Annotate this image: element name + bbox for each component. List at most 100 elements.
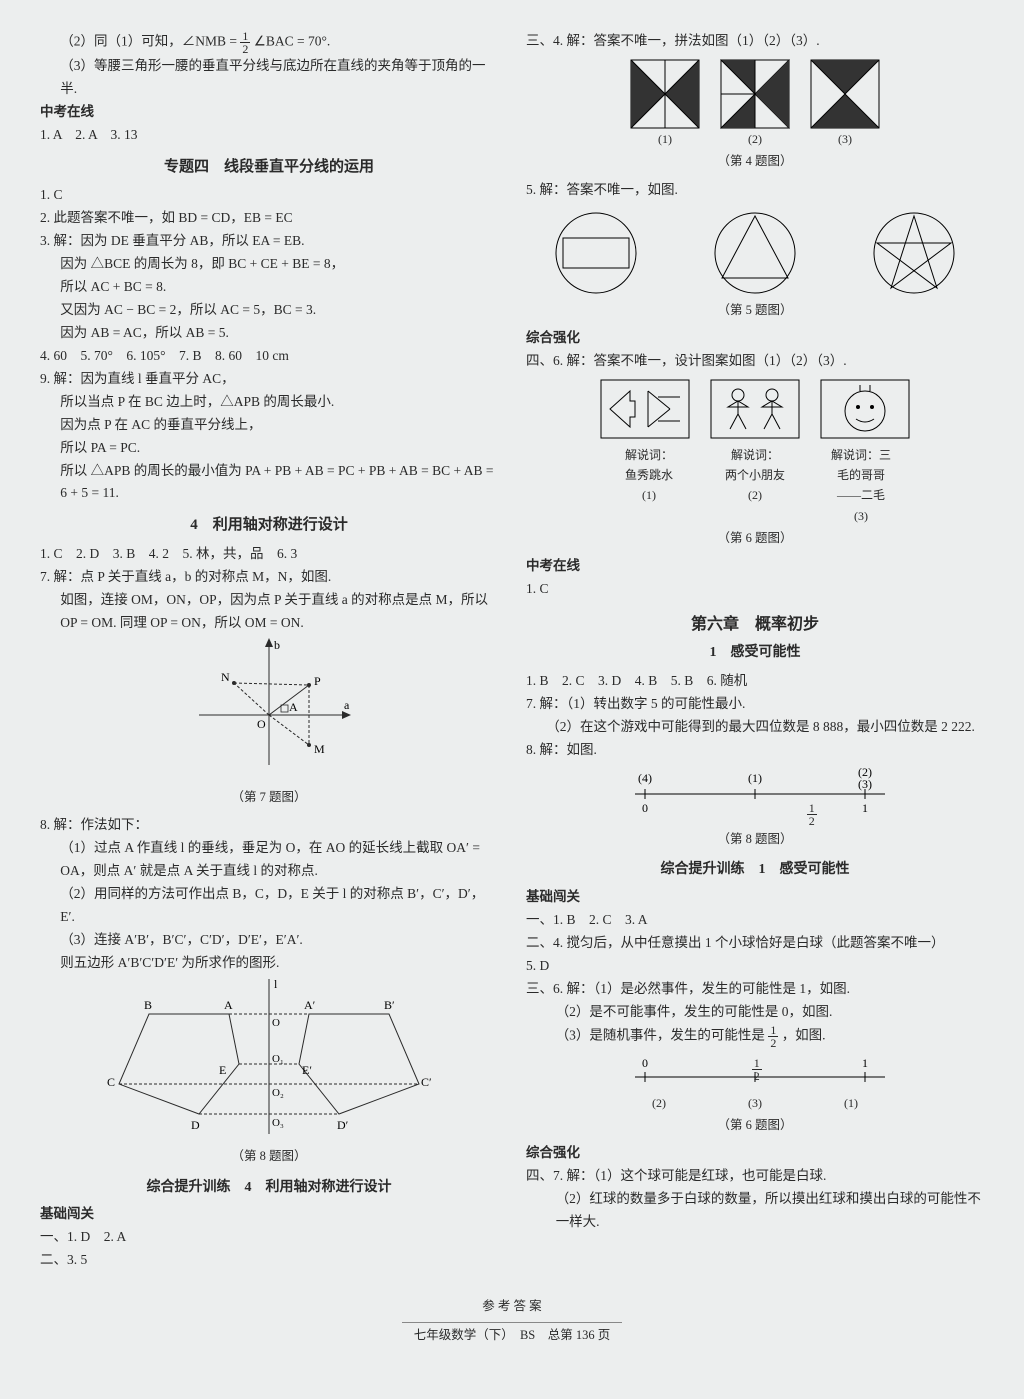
fig6-caption-3: 解说词：三 毛的哥哥 ——二毛 (3) [816, 445, 906, 527]
svg-text:D: D [191, 1118, 200, 1132]
heading-zhqh: 综合强化 [526, 1142, 984, 1165]
figure-8: l B A A′ B′ E E′ C C′ D D′ O O₁ O₂ O₃ [99, 974, 439, 1144]
figure-6-2 [710, 379, 800, 439]
label: (2) [629, 1093, 689, 1113]
solution-line: 3. 解：因为 DE 垂直平分 AB，所以 EA = EB. [40, 230, 498, 253]
svg-text:(1): (1) [748, 771, 762, 785]
svg-text:O₂: O₂ [272, 1087, 284, 1099]
figure-6-1 [600, 379, 690, 439]
answer-row: 1. C [40, 184, 498, 207]
label: (1) [821, 1093, 881, 1113]
figure-8-caption: （第 8 题图） [40, 1146, 498, 1167]
solution-line: （2）用同样的方法可作出点 B，C，D，E 关于 l 的对称点 B′，C′，D′… [40, 883, 498, 929]
fig-num: (2) [720, 129, 790, 149]
solution-line: 则五边形 A′B′C′D′E′ 为所求作的图形. [40, 952, 498, 975]
svg-text:B′: B′ [384, 998, 395, 1012]
figure-6-captions: 解说词： 鱼秀跳水 (1) 解说词： 两个小朋友 (2) 解说词：三 毛的哥哥 … [526, 445, 984, 527]
solution-line: 又因为 AC − BC = 2，所以 AC = 5，BC = 3. [40, 299, 498, 322]
figure-4-row: (1) (2) [526, 59, 984, 149]
answer-row: 二、3. 5 [40, 1249, 498, 1272]
svg-text:E′: E′ [302, 1063, 312, 1077]
solution-line: 所以当点 P 在 BC 边上时，△APB 的周长最小. [40, 391, 498, 414]
zhts-title: 综合提升训练 1 感受可能性 [526, 858, 984, 882]
solution-line: 四、7. 解：（1）这个球可能是红球，也可能是白球. [526, 1165, 984, 1188]
solution-line: 9. 解：因为直线 l 垂直平分 AC， [40, 368, 498, 391]
solution-line: （3）是随机事件，发生的可能性是 12 ，如图. [526, 1024, 984, 1049]
solution-line: 8. 解：如图. [526, 739, 984, 762]
fig-num: (3) [810, 129, 880, 149]
answer-row: 4. 60 5. 70° 6. 105° 7. B 8. 60 10 cm [40, 345, 498, 368]
figure-4-caption: （第 4 题图） [526, 151, 984, 172]
zh-title: 综合提升训练 4 利用轴对称进行设计 [40, 1176, 498, 1200]
figure-8r-caption: （第 8 题图） [526, 829, 984, 850]
numberline-6: 0 1 12 (2) (3) (1) [526, 1055, 984, 1113]
fraction: 12 [807, 802, 817, 827]
figure-4-2: (2) [720, 59, 790, 149]
solution-line: （2）是不可能事件，发生的可能性是 0，如图. [526, 1001, 984, 1024]
fraction: 12 [240, 30, 250, 55]
figure-4-1: (1) [630, 59, 700, 149]
heading-zhongkao: 中考在线 [526, 555, 984, 578]
svg-text:A: A [224, 998, 233, 1012]
answer-row: 1. C 2. D 3. B 4. 2 5. 林，共，品 6. 3 [40, 543, 498, 566]
svg-text:C: C [107, 1075, 115, 1089]
figure-5-caption: （第 5 题图） [526, 300, 984, 321]
fig6-caption-2: 解说词： 两个小朋友 (2) [710, 445, 800, 506]
footer-divider [402, 1322, 622, 1323]
chapter6-sub: 1 感受可能性 [526, 641, 984, 665]
solution-line: 7. 解：（1）转出数字 5 的可能性最小. [526, 693, 984, 716]
svg-text:C′: C′ [421, 1075, 432, 1089]
svg-text:b: b [274, 638, 280, 652]
figure-6-row [526, 379, 984, 439]
fig-num: (1) [630, 129, 700, 149]
solution-line: 所以 AC + BC = 8. [40, 276, 498, 299]
text: ∠BAC = 70°. [254, 34, 331, 49]
heading-zhongkao: 中考在线 [40, 101, 498, 124]
figure-5-triangle [710, 208, 800, 298]
figure-6r-caption: （第 6 题图） [526, 1115, 984, 1136]
solution-line: 三、4. 解：答案不唯一，拼法如图（1）（2）（3）. [526, 30, 984, 53]
solution-line: 因为 AB = AC，所以 AB = 5. [40, 322, 498, 345]
solution-line: 5. 解：答案不唯一，如图. [526, 179, 984, 202]
chapter6-title: 第六章 概率初步 [526, 611, 984, 638]
figure-7: b a O P M N A [179, 635, 359, 785]
solution-line: 如图，连接 OM，ON，OP，因为点 P 关于直线 a 的对称点是点 M，所以 … [40, 589, 498, 635]
figure-7-caption: （第 7 题图） [40, 787, 498, 808]
solution-line: 所以 PA = PC. [40, 437, 498, 460]
answer-row: 1. C [526, 578, 984, 601]
svg-text:O₃: O₃ [272, 1117, 284, 1129]
figure-6-caption: （第 6 题图） [526, 528, 984, 549]
solution-line: （3）连接 A′B′，B′C′，C′D′，D′E′，E′A′. [40, 929, 498, 952]
answer-row: 1. A 2. A 3. 13 [40, 124, 498, 147]
answer-row: 1. B 2. C 3. D 4. B 5. B 6. 随机 [526, 670, 984, 693]
figure-5-row [526, 208, 984, 298]
solution-line: （1）过点 A 作直线 l 的垂线，垂足为 O，在 AO 的延长线上截取 OA′… [40, 837, 498, 883]
svg-text:E: E [219, 1063, 226, 1077]
svg-text:D′: D′ [337, 1118, 349, 1132]
solution-line: 因为 △BCE 的周长为 8，即 BC + CE + BE = 8， [40, 253, 498, 276]
page-footer: 参 考 答 案 七年级数学（下） BS 总第 136 页 [40, 1296, 984, 1346]
svg-text:A: A [289, 700, 298, 714]
figure-4-3: (3) [810, 59, 880, 149]
fraction: 12 [768, 1024, 778, 1049]
text: （3）是随机事件，发生的可能性是 [556, 1027, 769, 1042]
text: （2）同（1）可知，∠NMB = [60, 34, 240, 49]
footer-pageinfo: 七年级数学（下） BS 总第 136 页 [40, 1325, 984, 1346]
figure-5-star [869, 208, 959, 298]
solution-line: 所以 △APB 的周长的最小值为 PA + PB + AB = PC + PB … [40, 460, 498, 506]
answer-row: 5. D [526, 955, 984, 978]
solution-line: （2）在这个游戏中可能得到的最大四位数是 8 888，最小四位数是 2 222. [526, 716, 984, 739]
svg-text:P: P [314, 674, 321, 688]
section4-title: 4 利用轴对称进行设计 [40, 513, 498, 539]
heading-jichu: 基础闯关 [526, 886, 984, 909]
text: ，如图. [782, 1027, 826, 1042]
label: (3) [725, 1093, 785, 1113]
svg-text:B: B [144, 998, 152, 1012]
svg-text:O: O [257, 717, 266, 731]
svg-text:N: N [221, 670, 230, 684]
topic4-title: 专题四 线段垂直平分线的运用 [40, 155, 498, 181]
svg-text:A′: A′ [304, 998, 316, 1012]
right-column: 三、4. 解：答案不唯一，拼法如图（1）（2）（3）. (1) [526, 30, 984, 1272]
answer-row: 二、4. 搅匀后，从中任意摸出 1 个小球恰好是白球（此题答案不唯一） [526, 932, 984, 955]
answer-row: 一、1. D 2. A [40, 1226, 498, 1249]
